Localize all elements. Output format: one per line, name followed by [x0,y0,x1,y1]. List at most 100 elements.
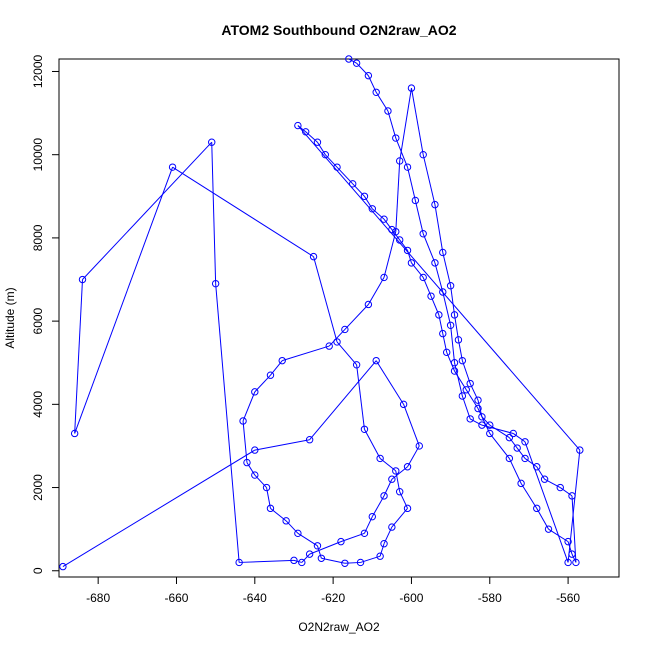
series-segment [524,441,569,563]
data-point [243,458,251,467]
data-point [282,517,290,525]
series-segment [297,125,581,451]
series-segment [461,395,471,420]
data-point [572,558,580,567]
y-tick-label: 6000 [31,307,45,334]
data-point [356,558,365,567]
x-axis: -680 -660 -640 -620 -600 -580 -560 [86,576,580,605]
data-point [486,429,494,438]
data-point [380,215,388,223]
data-point [419,273,427,282]
data-point [466,379,474,388]
series-segment [254,439,310,451]
series-segment [371,208,385,220]
data-point [446,282,455,290]
series-segment [387,110,397,139]
series-segment [317,141,326,155]
data-point [533,504,541,513]
series-segment [395,160,401,232]
series-segment [512,433,526,443]
series-layer [59,55,584,571]
series-segment [309,360,377,441]
data-point [505,433,514,442]
series-segment [82,141,213,280]
data-point [431,259,439,267]
data-point [474,396,482,404]
data-point [458,356,467,365]
data-point [380,492,388,500]
series-segment [316,545,322,559]
series-segment [516,447,526,459]
series-segment [379,543,385,557]
data-point [341,559,349,567]
data-point [337,537,345,546]
data-point [368,205,376,213]
data-point [364,300,373,309]
series-segment [489,424,510,439]
data-point [568,492,576,500]
series-segment [407,167,416,201]
series-segment [239,559,294,563]
series-segment [414,200,424,234]
data-point [235,558,243,567]
series-segment [371,495,385,517]
data-point [442,348,451,357]
series-segment [344,561,361,564]
series-segment [309,541,342,555]
series-segment [442,291,452,326]
series-segment [348,58,357,64]
data-point [407,84,416,92]
series-segment [524,458,538,468]
series-segment [282,345,330,362]
data-point [392,134,400,142]
y-axis-label: Altitude (m) [3,287,17,348]
data-point [395,236,404,244]
data-point [513,444,521,452]
data-point [388,523,396,531]
data-point [395,488,404,496]
data-point [435,311,443,319]
data-point [439,329,447,338]
x-tick-label: -580 [478,591,502,605]
y-axis: 0 2000 4000 6000 8000 10000 12000 [31,54,60,574]
series-segment [399,239,408,251]
x-tick-label: -620 [321,591,345,605]
data-point [427,292,435,300]
data-point [540,475,549,483]
series-segment [74,167,174,434]
series-segment [422,233,436,264]
data-point [403,504,412,513]
data-point [372,356,380,365]
data-point [349,180,357,188]
series-segment [469,418,483,426]
x-tick-label: -680 [86,591,110,605]
series-segment [336,166,354,185]
data-point [450,359,459,367]
data-point [388,475,396,483]
series-segment [211,142,217,284]
series-segment [461,360,471,384]
data-point [380,273,388,282]
series-segment [364,196,373,210]
series-segment [477,408,491,434]
series-segment [536,466,546,480]
y-tick-label: 8000 [31,224,45,251]
y-tick-label: 10000 [31,138,45,172]
data-point [309,252,318,261]
series-segment [442,252,452,286]
series-segment [356,364,365,430]
data-point [372,88,380,96]
series-segment [344,304,369,330]
data-point [266,371,275,379]
data-point [262,483,271,492]
series-segment [434,204,444,253]
data-point [533,463,541,471]
data-point [419,230,427,238]
data-point [392,227,400,236]
series-segment [375,360,405,405]
x-tick-label: -640 [243,591,267,605]
series-segment [544,478,561,488]
data-point [266,504,275,513]
series-segment [559,487,573,497]
